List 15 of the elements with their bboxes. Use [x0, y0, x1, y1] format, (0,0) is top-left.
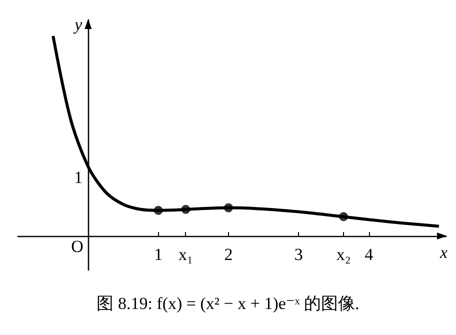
y-axis-title: y	[72, 15, 83, 34]
x-tick-label: 4	[364, 245, 374, 264]
point	[181, 204, 190, 214]
x-tick-label: x₂	[336, 245, 351, 264]
x-axis-title: x	[439, 243, 448, 262]
point	[339, 212, 348, 222]
annotation: 1	[74, 168, 83, 187]
point	[154, 206, 163, 215]
text: 图 8.19: f(x) = (x² − x + 1)e⁻ˣ 的图像.	[96, 294, 360, 313]
x-tick-label: 2	[224, 245, 233, 264]
x-tick-label: 3	[294, 245, 303, 264]
point	[224, 203, 233, 212]
x-tick-label: x₁	[178, 245, 193, 264]
text: O	[71, 237, 84, 256]
x-tick-label: 1	[154, 245, 163, 264]
